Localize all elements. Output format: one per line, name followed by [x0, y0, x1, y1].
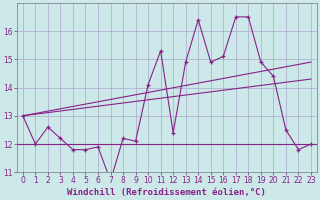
X-axis label: Windchill (Refroidissement éolien,°C): Windchill (Refroidissement éolien,°C) — [68, 188, 266, 197]
